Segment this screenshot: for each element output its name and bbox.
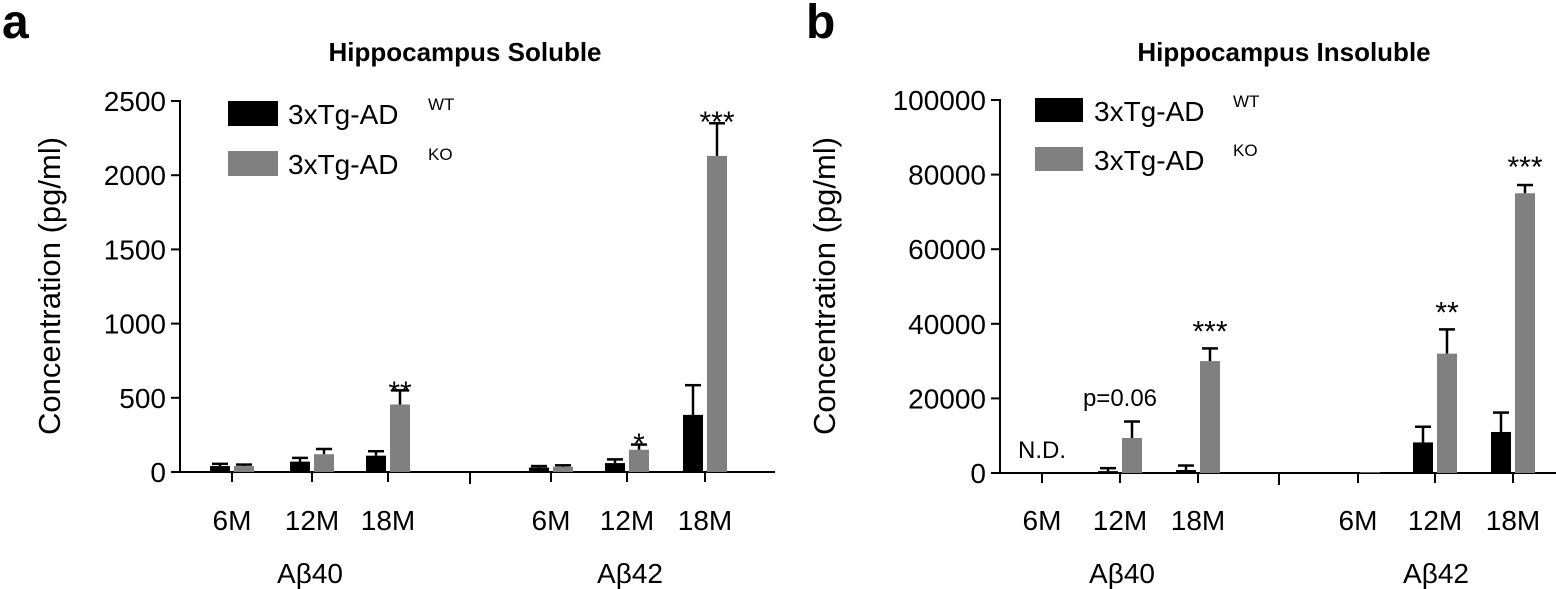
y-tick-label: 1000 — [104, 309, 166, 340]
bar — [1098, 471, 1118, 473]
significance-label: *** — [1507, 151, 1542, 184]
x-tick-label: 18M — [1486, 505, 1540, 536]
bar — [629, 449, 649, 472]
legend-swatch-wt — [228, 101, 278, 126]
bar — [1437, 353, 1457, 473]
y-tick-label: 100000 — [893, 85, 986, 116]
x-tick-label: 18M — [1171, 505, 1225, 536]
bar — [390, 404, 410, 472]
legend-label-ko: 3xTg-AD — [1094, 145, 1204, 176]
y-tick-label: 2000 — [104, 160, 166, 191]
x-tick-label: 18M — [361, 505, 415, 536]
significance-label: ** — [388, 376, 412, 409]
significance-label: *** — [1192, 315, 1227, 348]
y-tick-label: 500 — [119, 383, 166, 414]
bar — [1200, 361, 1220, 473]
y-tick-label: 0 — [150, 457, 166, 488]
y-axis-label: Concentration (pg/ml) — [807, 137, 842, 435]
legend-label-wt: 3xTg-AD — [288, 99, 398, 130]
bar — [529, 467, 549, 472]
bar — [314, 454, 334, 472]
significance-label: p=0.06 — [1083, 385, 1157, 412]
legend-swatch-wt — [1035, 98, 1083, 122]
bar — [210, 466, 230, 472]
significance-label: ** — [1435, 297, 1459, 330]
bar — [1515, 193, 1535, 473]
bar — [707, 155, 727, 472]
legend: 3xTg-AD WT 3xTg-AD KO — [228, 95, 454, 180]
panel-a-chart: a Hippocampus Soluble Concentration (pg/… — [2, 0, 775, 589]
x-tick-label: 12M — [1408, 505, 1462, 536]
bar — [290, 461, 310, 472]
panel-b-chart: b Hippocampus Insoluble Concentration (p… — [806, 0, 1556, 589]
bar — [366, 455, 386, 472]
bar — [1122, 437, 1142, 473]
bar — [1360, 472, 1380, 473]
x-tick-label: 12M — [285, 505, 339, 536]
x-tick-label: 6M — [532, 505, 571, 536]
x-tick-label: 12M — [1093, 505, 1147, 536]
bar — [1413, 442, 1433, 473]
legend-sup-wt: WT — [1233, 92, 1259, 111]
y-tick-label: 80000 — [908, 160, 986, 191]
legend-swatch-ko — [1035, 147, 1083, 171]
x-tick-label: 6M — [1023, 505, 1062, 536]
legend: 3xTg-AD WT 3xTg-AD KO — [1035, 92, 1259, 176]
y-tick-label: 0 — [970, 458, 986, 489]
significance-label: N.D. — [1018, 437, 1066, 464]
legend-label-ko: 3xTg-AD — [288, 149, 398, 180]
significance-label: *** — [699, 106, 734, 139]
group-label: Aβ40 — [277, 558, 343, 589]
bar — [553, 466, 573, 472]
significance-label: * — [633, 428, 645, 461]
bar — [1336, 472, 1356, 473]
plot-area: 0 20000 40000 60000 80000 100000 6M 12M 18M 6M 12M… — [893, 85, 1556, 589]
y-axis-label: Concentration (pg/ml) — [32, 137, 67, 435]
x-tick-label: 18M — [678, 505, 732, 536]
legend-sup-ko: KO — [428, 145, 453, 164]
legend-swatch-ko — [228, 151, 278, 176]
group-label: Aβ42 — [597, 558, 663, 589]
y-tick-label: 60000 — [908, 234, 986, 265]
panel-letter: a — [2, 0, 29, 49]
bar — [1491, 431, 1511, 473]
group-label: Aβ42 — [1403, 558, 1469, 589]
x-tick-label: 6M — [213, 505, 252, 536]
bar — [234, 466, 254, 472]
chart-title: Hippocampus Soluble — [328, 37, 601, 67]
legend-label-wt: 3xTg-AD — [1094, 96, 1204, 127]
x-tick-label: 6M — [1339, 505, 1378, 536]
legend-sup-wt: WT — [428, 95, 454, 114]
y-tick-label: 20000 — [908, 383, 986, 414]
group-label: Aβ40 — [1089, 558, 1155, 589]
panel-letter: b — [806, 0, 835, 49]
chart-title: Hippocampus Insoluble — [1137, 37, 1430, 67]
bar — [605, 463, 625, 472]
plot-area: 0 500 1000 1500 2000 2500 6M 12M 18M 6M 12M 18M Aβ40… — [104, 86, 775, 589]
bar — [683, 414, 703, 472]
bar — [1176, 470, 1196, 473]
x-tick-label: 12M — [600, 505, 654, 536]
y-tick-label: 2500 — [104, 86, 166, 117]
y-tick-label: 40000 — [908, 309, 986, 340]
y-tick-label: 1500 — [104, 234, 166, 265]
legend-sup-ko: KO — [1233, 141, 1258, 160]
